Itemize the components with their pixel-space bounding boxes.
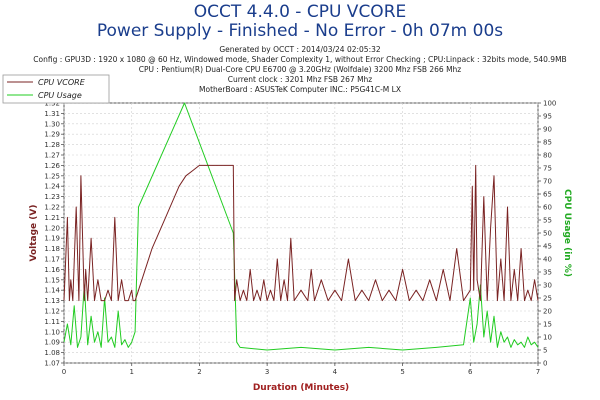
y2-tick-label: 50 [543,230,552,238]
legend-label-cpu-vcore: CPU VCORE [38,78,86,87]
y-tick-label: 1.11 [44,318,60,326]
y-tick-label: 1.16 [44,266,60,274]
x-tick-label: 6 [468,368,473,376]
chart-title: OCCT 4.4.0 - CPU VCORE [193,2,407,22]
legend-box [2,74,110,104]
legend: CPU VCORE CPU Usage [2,74,110,104]
x-tick-label: 2 [197,368,201,376]
y2-tick-label: 0 [543,360,547,368]
y2-tick-label: 100 [543,100,556,108]
y2-tick-label: 60 [543,204,552,212]
y2-tick-label: 40 [543,256,552,264]
series-layer [63,102,539,351]
y-tick-label: 1.09 [44,339,60,347]
y-tick-label: 1.22 [44,204,60,212]
y2-axis-label: CPU Usage (in %) [562,189,572,277]
x-tick-label: 4 [333,368,338,376]
series-line-cpu-vcore [63,164,539,302]
y-tick-label: 1.20 [44,224,60,232]
info-motherboard: MotherBoard : ASUSTeK Computer INC.: P5G… [199,85,401,94]
y-tick-label: 1.29 [44,131,60,139]
info-generated: Generated by OCCT : 2014/03/24 02:05:32 [219,45,381,54]
legend-label-cpu-usage: CPU Usage [38,91,82,100]
y-tick-label: 1.13 [44,297,60,305]
y-tick-label: 1.30 [44,120,60,128]
x-tick-label: 1 [129,368,133,376]
y-tick-label: 1.14 [44,287,60,295]
y2-tick-label: 80 [543,152,552,160]
y-tick-label: 1.26 [44,162,60,170]
y2-tick-label: 45 [543,243,552,251]
y-tick-label: 1.23 [44,193,60,201]
y-tick-label: 1.15 [44,276,60,284]
y-tick-label: 1.32 [44,100,60,108]
y-tick-label: 1.08 [44,349,60,357]
y2-tick-label: 95 [543,113,552,121]
info-config: Config : GPU3D : 1920 x 1080 @ 60 Hz, Wi… [33,55,567,64]
y2-tick-label: 75 [543,165,552,173]
y-tick-label: 1.18 [44,245,60,253]
y-tick-label: 1.17 [44,256,60,264]
y2-tick-label: 20 [543,308,552,316]
y2-tick-label: 30 [543,282,552,290]
plot-area [63,102,539,364]
y2-tick-label: 25 [543,295,552,303]
y-tick-label: 1.24 [44,183,60,191]
y-tick-label: 1.07 [44,360,60,368]
x-tick-label: 7 [536,368,540,376]
axes: 1.07 1.08 1.09 1.10 1.11 1.12 1.13 1.14 1.15 1.16… [44,100,556,377]
info-current-clock: Current clock : 3201 Mhz FSB 267 Mhz [227,75,373,84]
y2-tick-label: 10 [543,334,552,342]
y2-tick-label: 35 [543,269,552,277]
y-tick-label: 1.31 [44,110,60,118]
x-axis-label: Duration (Minutes) [253,383,349,393]
y-tick-label: 1.12 [44,308,60,316]
y2-tick-label: 5 [543,347,547,355]
y2-tick-label: 70 [543,178,552,186]
y-tick-label: 1.21 [44,214,60,222]
y-tick-label: 1.28 [44,141,60,149]
series-line-cpu-usage [63,102,539,351]
y2-tick-label: 90 [543,126,552,134]
x-tick-label: 5 [400,368,404,376]
y2-tick-label: 15 [543,321,552,329]
y-axis-label: Voltage (V) [29,205,39,262]
y2-tick-label: 55 [543,217,552,225]
y2-tick-label: 65 [543,191,552,199]
x-tick-label: 3 [265,368,269,376]
info-cpu: CPU : Pentium(R) Dual-Core CPU E6700 @ 3… [138,65,462,74]
y-tick-label: 1.19 [44,235,60,243]
y-tick-label: 1.27 [44,152,60,160]
x-tick-label: 0 [62,368,66,376]
y2-tick-label: 85 [543,139,552,147]
y-tick-label: 1.25 [44,172,60,180]
y-tick-label: 1.10 [44,328,60,336]
chart-subtitle: Power Supply - Finished - No Error - 0h … [96,21,504,41]
